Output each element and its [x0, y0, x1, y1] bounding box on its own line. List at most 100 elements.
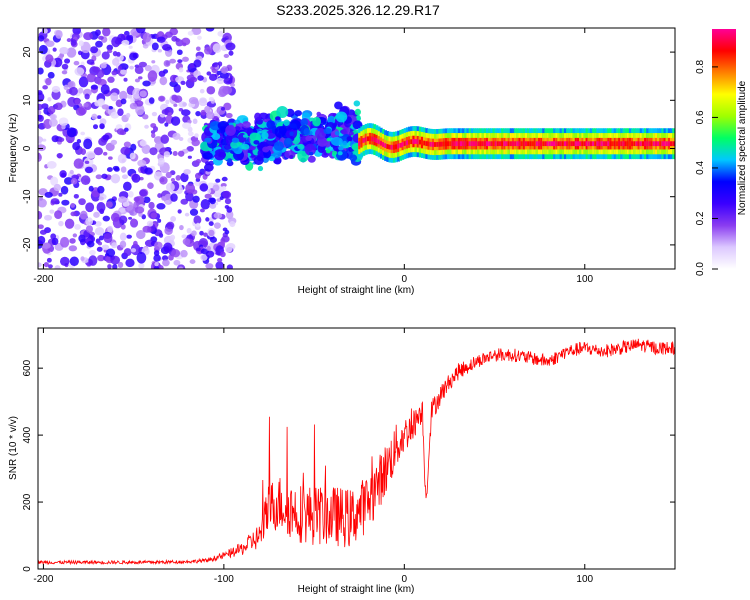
spectrogram-spot: [195, 247, 201, 252]
tone-segment: [379, 140, 383, 146]
tone-segment: [421, 140, 424, 145]
spectrogram-spot: [72, 28, 82, 35]
spectrogram-spot: [348, 131, 354, 136]
spectrogram-spot: [172, 132, 181, 140]
tone-segment: [672, 141, 675, 147]
spectrogram-spot: [146, 220, 154, 227]
tone-segment: [611, 141, 615, 147]
spectrogram-spot: [38, 153, 41, 160]
tone-segment: [501, 141, 504, 147]
spectrogram-spot: [131, 173, 141, 183]
tone-segment: [589, 141, 593, 147]
spectrogram-spot: [102, 134, 110, 141]
tone-segment: [492, 141, 496, 147]
spectrogram-spot: [336, 149, 348, 161]
spectrogram-tone-band: [358, 123, 675, 163]
spectrogram-spot: [158, 70, 166, 77]
spectrogram-spot: [193, 215, 202, 225]
spectrogram-spot: [49, 113, 57, 120]
spectrogram-spot: [194, 133, 199, 138]
spectrogram-spot: [217, 61, 223, 67]
tone-segment: [602, 141, 606, 147]
spectrogram-spot: [225, 112, 233, 119]
spectrogram-spot: [38, 35, 45, 42]
spectrogram-spot: [209, 73, 218, 81]
colorbar-ticks: 0.0 0.2 0.4 0.6 0.8: [695, 60, 718, 276]
tone-segment: [540, 141, 543, 147]
spectrogram-spot: [38, 67, 44, 75]
spectrogram-spot: [94, 227, 105, 236]
spectrogram-spot: [66, 47, 77, 58]
spectrogram-spot: [107, 225, 113, 233]
spectrogram-spot: [230, 141, 240, 149]
spectrogram-spot: [170, 215, 177, 222]
spectrogram-spot: [152, 126, 159, 132]
tone-segment: [457, 141, 461, 147]
spectrogram-spot: [106, 167, 113, 172]
tone-segment: [537, 141, 541, 147]
spectrogram-spot: [158, 95, 166, 102]
spectrogram-spot: [143, 196, 151, 204]
spectrogram-spot: [38, 144, 46, 152]
spectrogram-spot: [213, 149, 226, 161]
spectrogram-spot: [130, 248, 137, 253]
spectrogram-spot: [179, 224, 184, 231]
tone-segment: [507, 141, 511, 147]
snr-panel: -200 -100 0 100 0 200 400 600 Height of straig…: [8, 327, 676, 595]
tone-segment: [498, 141, 502, 147]
tone-segment: [563, 141, 567, 147]
spectrogram-spot: [101, 104, 110, 110]
tone-segment: [444, 141, 448, 147]
spectrogram-spot: [128, 45, 133, 49]
spectrogram-spot: [135, 104, 145, 116]
spectrogram-spot: [276, 105, 289, 118]
spectrogram-spot: [135, 28, 146, 34]
tone-segment: [544, 141, 548, 147]
tone-segment: [488, 141, 491, 147]
spectrogram-spot: [103, 151, 108, 156]
x-tick-label: 0: [402, 574, 408, 585]
spectrogram-spot: [112, 264, 118, 269]
tone-segment: [633, 141, 637, 147]
spectrogram-spot: [86, 240, 95, 248]
tone-segment: [581, 141, 585, 147]
spectrogram-spot: [199, 230, 204, 236]
spectrogram-spot: [103, 233, 113, 244]
spectrogram-spot: [66, 38, 72, 43]
spectrogram-spot: [338, 145, 344, 151]
spectrogram-spot: [112, 51, 118, 57]
spectrogram-spot: [39, 229, 47, 235]
spectrogram-spot: [249, 132, 261, 142]
spectrogram-x-label: Height of straight line (km): [298, 285, 415, 296]
spectrogram-spot: [226, 264, 233, 269]
spectrogram-spot: [69, 238, 76, 244]
y-tick-label: -20: [22, 237, 33, 252]
spectrogram-spot: [353, 100, 361, 107]
spectrogram-spot: [174, 95, 183, 103]
spectrogram-spot: [126, 34, 134, 41]
spectrogram-spot: [61, 63, 69, 70]
spectrogram-spot: [83, 32, 93, 41]
tone-segment: [436, 142, 439, 147]
chart-title: S233.2025.326.12.29.R17: [276, 2, 440, 18]
spectrogram-spot: [273, 141, 285, 151]
spectrogram-spot: [225, 124, 236, 136]
spectrogram-spot: [165, 99, 170, 105]
spectrogram-spot: [182, 238, 191, 246]
spectrogram-spot: [46, 257, 52, 263]
spectrogram-spot: [257, 165, 264, 172]
spectrogram-spot: [144, 124, 149, 129]
spectrogram-spot: [211, 132, 221, 140]
spectrogram-spot: [215, 261, 224, 269]
spectrogram-spot: [107, 264, 112, 269]
tone-segment: [468, 141, 472, 147]
spectrogram-spot: [151, 42, 159, 51]
spectrogram-spot: [51, 85, 61, 93]
tone-segment: [574, 141, 578, 147]
spectrogram-spot: [206, 71, 212, 76]
tone-segment: [594, 141, 598, 147]
spectrogram-spot: [38, 211, 43, 220]
spectrogram-spot: [182, 56, 189, 62]
spectrogram-spot: [185, 192, 194, 202]
